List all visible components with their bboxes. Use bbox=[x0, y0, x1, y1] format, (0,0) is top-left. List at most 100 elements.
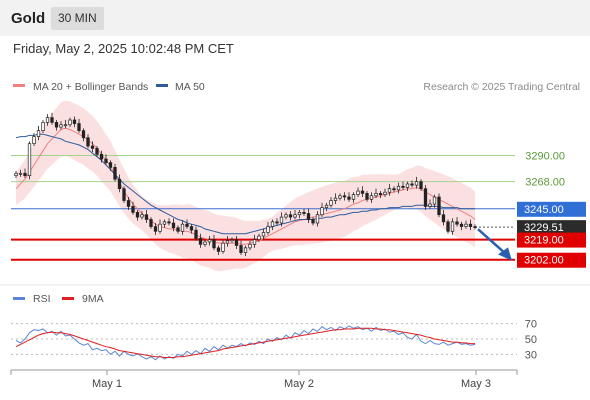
candle-body bbox=[396, 185, 401, 191]
candle-body bbox=[113, 167, 117, 180]
candle-body bbox=[176, 227, 180, 232]
candle-body bbox=[338, 195, 342, 199]
candle-body bbox=[243, 247, 248, 253]
candle-body bbox=[41, 122, 45, 132]
candle-body bbox=[207, 239, 212, 243]
candle-body bbox=[401, 185, 405, 188]
candle-body bbox=[473, 226, 477, 228]
candle-body bbox=[27, 143, 32, 176]
candle-body bbox=[126, 200, 131, 207]
candle-body bbox=[95, 148, 99, 155]
candle-body bbox=[18, 172, 23, 175]
forecast-arrow-head bbox=[498, 247, 512, 261]
candle-body bbox=[432, 196, 437, 205]
candle-body bbox=[387, 188, 392, 193]
rsi-tick-50: 50 bbox=[525, 334, 537, 346]
candle-body bbox=[140, 214, 144, 218]
price-label-3290.00: 3290.00 bbox=[525, 151, 565, 163]
candle-body bbox=[414, 181, 419, 186]
candle-body bbox=[360, 190, 365, 194]
candle-body bbox=[275, 221, 279, 224]
candle-body bbox=[59, 124, 63, 128]
candle-body bbox=[158, 223, 162, 232]
bollinger-band bbox=[16, 100, 475, 272]
forecast-arrow bbox=[477, 228, 506, 255]
candle-body bbox=[257, 235, 261, 240]
candle-body bbox=[293, 214, 297, 218]
candle-body bbox=[324, 204, 329, 208]
price-box-3202.00 bbox=[517, 252, 586, 268]
rsi-legend-label: RSI bbox=[33, 293, 51, 305]
candle-body bbox=[135, 212, 140, 218]
candle-body bbox=[81, 130, 86, 139]
candle-body bbox=[437, 196, 441, 216]
candle-body bbox=[279, 216, 284, 224]
candle-body bbox=[212, 239, 216, 249]
candle-body bbox=[261, 232, 266, 237]
candle-body bbox=[378, 193, 383, 195]
candle-body bbox=[162, 221, 167, 225]
candle-body bbox=[347, 196, 351, 200]
candle-body bbox=[410, 183, 414, 186]
price-label-3245.00: 3245.00 bbox=[524, 204, 564, 216]
candle-body bbox=[153, 226, 158, 232]
candle-body bbox=[284, 214, 288, 218]
rsi-tick-70: 70 bbox=[525, 319, 537, 331]
candle-body bbox=[342, 195, 347, 198]
x-axis-ticks: May 1 May 2 May 3 bbox=[10, 370, 518, 390]
candle-body bbox=[450, 221, 455, 232]
price-label-3268.00: 3268.00 bbox=[525, 177, 565, 189]
candle-body bbox=[459, 223, 464, 227]
timestamp: Friday, May 2, 2025 10:02:48 PM CET bbox=[13, 41, 234, 56]
candle-body bbox=[225, 240, 230, 244]
candle-body bbox=[392, 188, 396, 191]
candle-body bbox=[36, 130, 41, 137]
ma20-legend-swatch bbox=[13, 84, 25, 87]
candle-body bbox=[306, 213, 311, 220]
candle-body bbox=[446, 221, 450, 232]
candle-body bbox=[216, 247, 221, 252]
candle-body bbox=[77, 123, 81, 132]
ma50-legend-swatch bbox=[156, 84, 168, 87]
candle-body bbox=[180, 223, 185, 232]
main-plot bbox=[11, 100, 515, 272]
candle-body bbox=[144, 214, 149, 220]
candle-body bbox=[86, 137, 90, 147]
rsi-legend-swatch bbox=[13, 297, 25, 300]
candle-body bbox=[423, 188, 428, 207]
candle-body bbox=[68, 119, 72, 126]
candle-body bbox=[198, 238, 203, 245]
candle-body bbox=[50, 117, 54, 123]
candle-body bbox=[32, 136, 36, 145]
price-box-3219.00 bbox=[517, 232, 586, 248]
candle-body bbox=[419, 181, 423, 190]
candle-body bbox=[104, 158, 108, 163]
rsi-tick-30: 30 bbox=[525, 349, 537, 361]
candle-body bbox=[203, 241, 207, 245]
rsi-ma-legend-swatch bbox=[62, 297, 74, 300]
candle-body bbox=[117, 178, 122, 190]
candle-body bbox=[455, 221, 459, 225]
rsi-series-RSI bbox=[15, 325, 476, 361]
candle-body bbox=[428, 203, 432, 207]
candle-body bbox=[333, 197, 338, 201]
price-label-3219.00: 3219.00 bbox=[524, 235, 564, 247]
candle-body bbox=[297, 212, 302, 216]
ma50-line bbox=[15, 133, 475, 235]
candle-body bbox=[167, 221, 171, 224]
rsi-series-9MA bbox=[15, 327, 475, 358]
candle-body bbox=[252, 239, 257, 245]
price-box-3229.51 bbox=[517, 220, 586, 236]
candle-body bbox=[270, 221, 275, 227]
price-label-3202.00: 3202.00 bbox=[524, 255, 564, 267]
candle-body bbox=[356, 190, 360, 195]
candle-body bbox=[441, 214, 446, 223]
price-box-3245.00 bbox=[517, 201, 586, 217]
candle-body bbox=[248, 243, 252, 249]
candle-body bbox=[185, 223, 189, 227]
interval-button[interactable]: 30 MIN bbox=[51, 7, 104, 30]
candle-body bbox=[369, 195, 374, 200]
candle-body bbox=[23, 172, 27, 176]
candle-body bbox=[149, 219, 153, 227]
